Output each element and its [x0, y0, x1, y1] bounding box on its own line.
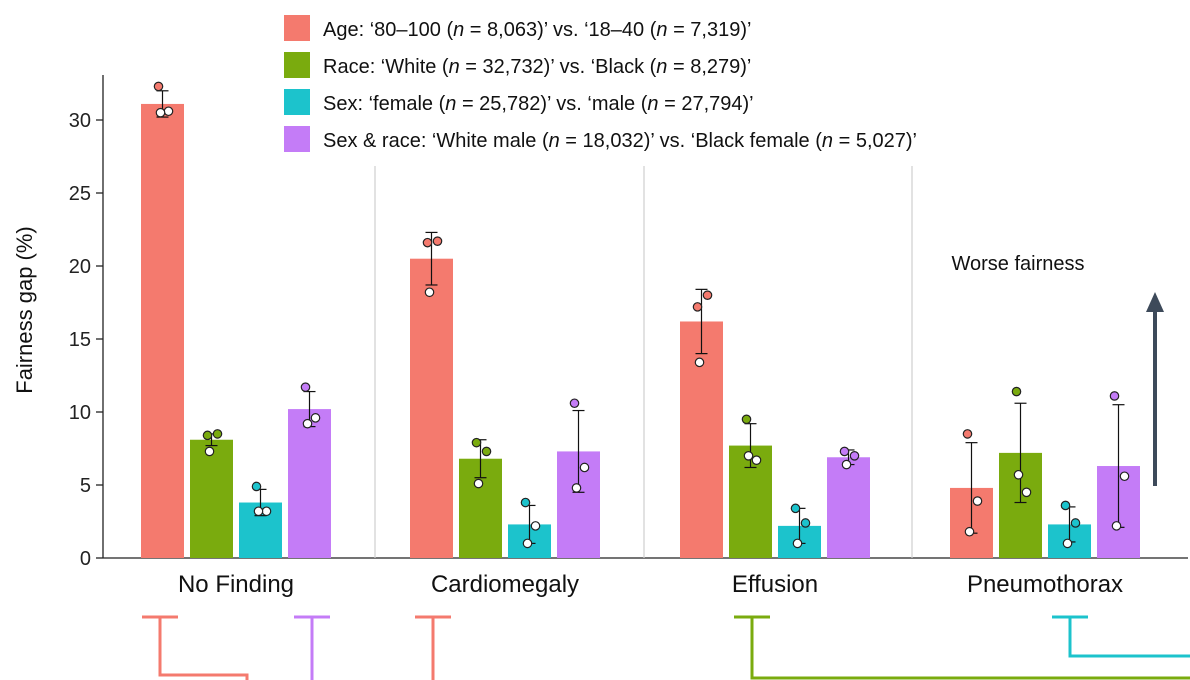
replicate-point — [694, 357, 705, 368]
replicate-point — [741, 414, 752, 425]
x-category-label: Cardiomegaly — [431, 571, 579, 598]
replicate-point — [579, 462, 590, 473]
legend-label: Sex: ‘female (n = 25,782)’ vs. ‘male (n … — [323, 93, 754, 115]
bracket-line — [750, 617, 1190, 680]
legend: Age: ‘80–100 (n = 8,063)’ vs. ‘18–40 (n … — [284, 15, 917, 152]
bar — [190, 439, 233, 558]
replicate-points — [153, 81, 1130, 549]
replicate-point — [692, 302, 703, 312]
replicate-point — [310, 413, 321, 423]
replicate-point — [569, 398, 580, 409]
significance-brackets — [142, 615, 1190, 680]
replicate-point — [300, 382, 311, 392]
replicate-point — [839, 446, 850, 457]
replicate-point — [1021, 487, 1032, 498]
bracket-line — [1068, 617, 1190, 658]
replicate-point — [530, 521, 541, 531]
replicate-point — [1011, 386, 1022, 397]
replicate-point — [964, 526, 975, 537]
replicate-point — [212, 429, 223, 439]
replicate-point — [163, 106, 174, 117]
legend-swatch — [284, 15, 310, 41]
bars — [141, 90, 1140, 558]
replicate-point — [751, 455, 762, 465]
bracket-line — [158, 617, 249, 680]
replicate-point — [471, 437, 482, 448]
replicate-point — [155, 107, 166, 118]
bar — [410, 258, 453, 558]
legend-swatch — [284, 126, 310, 152]
replicate-point — [424, 287, 435, 298]
replicate-point — [743, 450, 754, 461]
category-dividers — [374, 166, 913, 558]
y-tick-label: 20 — [69, 256, 91, 278]
y-tick-label: 15 — [69, 329, 91, 351]
replicate-point — [1119, 471, 1130, 482]
legend-label: Race: ‘White (n = 32,732)’ vs. ‘Black (n… — [323, 56, 751, 78]
bar — [141, 103, 184, 558]
replicate-point — [153, 81, 164, 92]
y-tick-label: 0 — [80, 548, 91, 570]
legend-swatch — [284, 89, 310, 115]
replicate-point — [702, 290, 713, 300]
replicate-point — [1109, 391, 1120, 401]
x-category-label: Pneumothorax — [967, 571, 1123, 598]
replicate-point — [790, 503, 801, 514]
bar — [288, 409, 331, 558]
y-tick-label: 10 — [69, 402, 91, 424]
y-axis: Fairness gap (%) 0 5 10 15 20 25 30 — [12, 75, 1188, 570]
replicate-point — [1060, 500, 1071, 511]
replicate-point — [1013, 469, 1024, 480]
replicate-point — [571, 483, 582, 493]
replicate-point — [1111, 521, 1122, 531]
replicate-point — [849, 450, 860, 461]
replicate-point — [473, 478, 484, 489]
legend-label: Sex & race: ‘White male (n = 18,032)’ vs… — [323, 130, 917, 152]
legend-label: Age: ‘80–100 (n = 8,063)’ vs. ‘18–40 (n … — [323, 19, 751, 41]
replicate-point — [202, 430, 213, 441]
replicate-point — [302, 418, 313, 429]
legend-swatch — [284, 52, 310, 78]
replicate-point — [422, 237, 433, 248]
y-tick-label: 30 — [69, 110, 91, 132]
replicate-point — [481, 446, 492, 457]
replicate-point — [1062, 538, 1073, 549]
replicate-point — [1070, 518, 1081, 528]
replicate-point — [841, 459, 852, 470]
replicate-point — [432, 236, 443, 246]
replicate-point — [522, 538, 533, 549]
arrow-head — [1146, 292, 1164, 312]
replicate-point — [253, 506, 264, 517]
y-tick-label: 25 — [69, 183, 91, 205]
replicate-point — [972, 496, 983, 506]
replicate-point — [800, 518, 811, 528]
x-category-label: No Finding — [178, 571, 294, 598]
replicate-point — [261, 506, 272, 517]
worse-fairness-label: Worse fairness — [951, 253, 1084, 275]
replicate-point — [962, 429, 973, 439]
y-axis-title: Fairness gap (%) — [12, 226, 37, 394]
x-category-label: Effusion — [732, 571, 818, 598]
replicate-point — [204, 446, 215, 457]
replicate-point — [251, 481, 262, 492]
worse-fairness-annotation: Worse fairness — [951, 253, 1164, 486]
replicate-point — [520, 497, 531, 508]
bar — [827, 457, 870, 558]
replicate-point — [792, 538, 803, 549]
x-category-labels: No Finding Cardiomegaly Effusion Pneumothor… — [178, 571, 1123, 598]
y-tick-label: 5 — [80, 475, 91, 497]
bar — [680, 321, 723, 558]
